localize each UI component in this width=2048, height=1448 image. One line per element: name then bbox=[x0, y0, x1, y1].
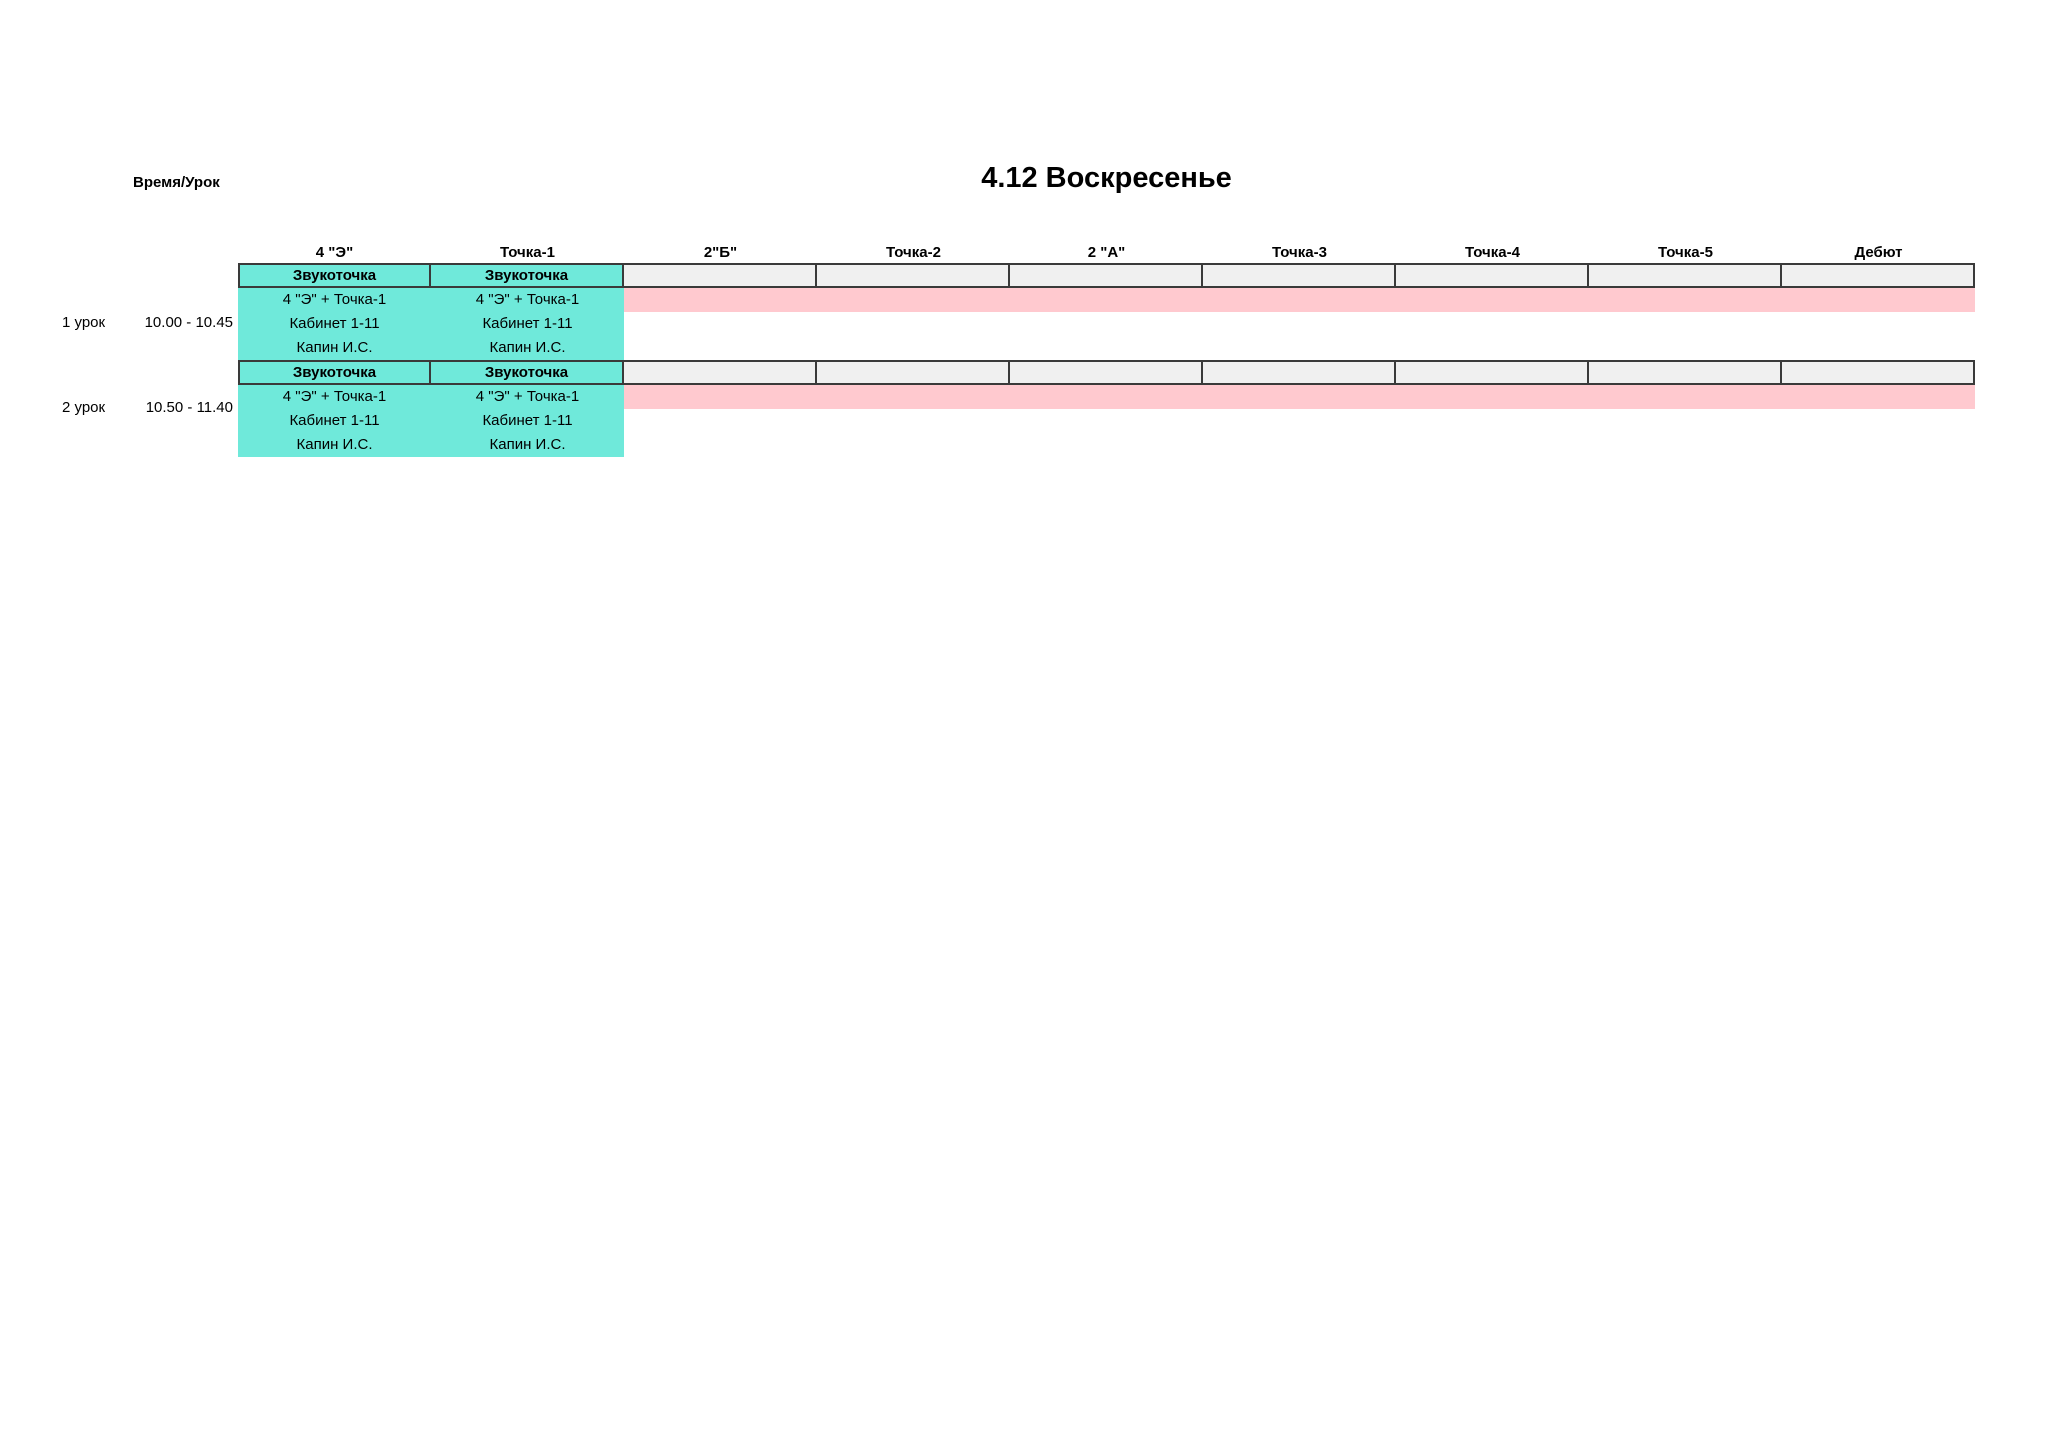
empty-slot-cell bbox=[1782, 263, 1975, 288]
empty-slot-cell bbox=[1203, 263, 1396, 288]
entry-group: 4 "Э" + Точка-1 bbox=[475, 388, 580, 405]
entry-room: Кабинет 1-11 bbox=[482, 412, 573, 429]
entry-room: Кабинет 1-11 bbox=[289, 315, 380, 332]
empty-slot-cell bbox=[1010, 263, 1203, 288]
lesson-content-row: 4 "Э" + Точка-1 Кабинет 1-11 Капин И.С. … bbox=[238, 288, 1975, 360]
column-header: Точка-4 bbox=[1465, 244, 1520, 261]
entry-teacher: Капин И.С. bbox=[489, 436, 566, 453]
column-header: 2"Б" bbox=[703, 244, 738, 261]
time-lesson-corner-label: Время/Урок bbox=[133, 174, 220, 191]
lesson-row-label: 1 урок 10.00 - 10.45 bbox=[62, 314, 233, 332]
empty-row-highlight bbox=[624, 288, 1975, 312]
entry-group: 4 "Э" + Точка-1 bbox=[282, 388, 387, 405]
lesson-number: 1 урок bbox=[62, 314, 106, 331]
empty-slot-cell bbox=[1203, 360, 1396, 385]
empty-row-highlight bbox=[624, 385, 1975, 409]
empty-slot-cell bbox=[1010, 360, 1203, 385]
empty-slot-cell bbox=[624, 360, 817, 385]
entry-room: Кабинет 1-11 bbox=[482, 315, 573, 332]
empty-slot-cell bbox=[624, 263, 817, 288]
entry-group: 4 "Э" + Точка-1 bbox=[282, 291, 387, 308]
lesson-entry-cell: 4 "Э" + Точка-1 Кабинет 1-11 Капин И.С. bbox=[238, 385, 431, 457]
empty-slot-cell bbox=[1396, 263, 1589, 288]
activity-strip-row: Звукоточка Звукоточка bbox=[238, 360, 1975, 385]
activity-tag-cell: Звукоточка bbox=[431, 360, 624, 385]
lesson-time: 10.50 - 11.40 bbox=[145, 399, 233, 416]
column-header: Точка-3 bbox=[1272, 244, 1327, 261]
column-header: Дебют bbox=[1854, 244, 1903, 261]
entry-group: 4 "Э" + Точка-1 bbox=[475, 291, 580, 308]
column-header: Точка-2 bbox=[886, 244, 941, 261]
lesson-number: 2 урок bbox=[62, 399, 106, 416]
activity-tag-cell: Звукоточка bbox=[238, 360, 431, 385]
lesson-content-row: 4 "Э" + Точка-1 Кабинет 1-11 Капин И.С. … bbox=[238, 385, 1975, 457]
empty-slot-cell bbox=[817, 360, 1010, 385]
empty-slot-cell bbox=[1782, 360, 1975, 385]
lesson-time: 10.00 - 10.45 bbox=[144, 314, 233, 331]
column-header: Точка-5 bbox=[1658, 244, 1713, 261]
activity-strip-row: Звукоточка Звукоточка bbox=[238, 263, 1975, 288]
activity-tag-cell: Звукоточка bbox=[431, 263, 624, 288]
entry-room: Кабинет 1-11 bbox=[289, 412, 380, 429]
entry-teacher: Капин И.С. bbox=[489, 339, 566, 356]
column-header: 4 "Э" bbox=[315, 244, 354, 261]
entry-teacher: Капин И.С. bbox=[296, 339, 373, 356]
column-header: Точка-1 bbox=[500, 244, 555, 261]
empty-slot-cell bbox=[1589, 263, 1782, 288]
column-header-row: 4 "Э" Точка-1 2"Б" Точка-2 2 "А" Точка-3… bbox=[238, 244, 1975, 262]
empty-slot-cell bbox=[1589, 360, 1782, 385]
empty-slot-cell bbox=[817, 263, 1010, 288]
activity-tag-cell: Звукоточка bbox=[238, 263, 431, 288]
empty-slot-cell bbox=[1396, 360, 1589, 385]
lesson-entry-cell: 4 "Э" + Точка-1 Кабинет 1-11 Капин И.С. bbox=[238, 288, 431, 360]
column-header: 2 "А" bbox=[1087, 244, 1126, 261]
lesson-entry-cell: 4 "Э" + Точка-1 Кабинет 1-11 Капин И.С. bbox=[431, 288, 624, 360]
lesson-entry-cell: 4 "Э" + Точка-1 Кабинет 1-11 Капин И.С. bbox=[431, 385, 624, 457]
entry-teacher: Капин И.С. bbox=[296, 436, 373, 453]
page-title: 4.12 Воскресенье bbox=[981, 162, 1232, 194]
lesson-row-label: 2 урок 10.50 - 11.40 bbox=[62, 399, 233, 417]
